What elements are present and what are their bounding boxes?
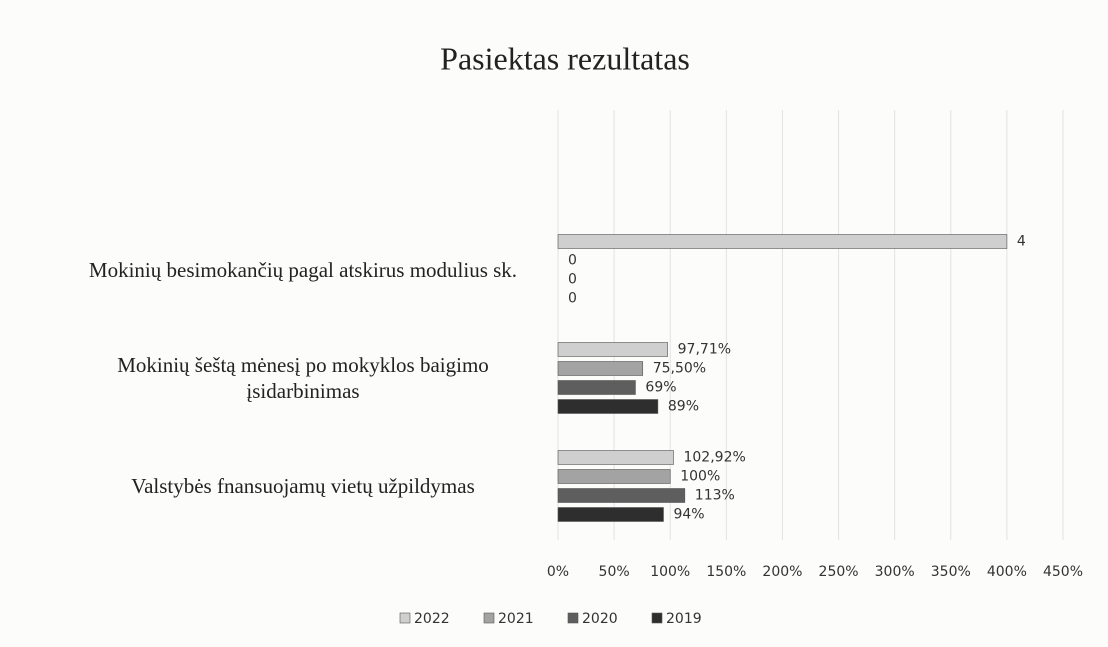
category-label: Valstybės fnansuojamų vietų užpildymas xyxy=(131,474,475,498)
legend-swatch xyxy=(399,612,411,624)
legend-label: 2019 xyxy=(666,611,702,627)
x-tick-label: 350% xyxy=(931,564,971,580)
value-label: 89% xyxy=(668,399,699,415)
x-tick-label: 0% xyxy=(547,564,569,580)
category-label: Mokinių besimokančių pagal atskirus modu… xyxy=(88,258,518,282)
bar xyxy=(557,380,636,395)
chart-title: Pasiektas rezultatas xyxy=(440,40,690,76)
bar xyxy=(557,450,674,465)
legend-label: 2021 xyxy=(498,611,534,627)
bar xyxy=(557,361,644,376)
x-tick-label: 50% xyxy=(599,564,630,580)
value-label: 113% xyxy=(695,488,735,504)
x-tick-label: 150% xyxy=(706,564,746,580)
bar xyxy=(557,342,668,357)
bar xyxy=(557,399,659,414)
value-label: 75,50% xyxy=(653,361,706,377)
value-label: 0 xyxy=(568,253,577,269)
legend-swatch xyxy=(567,612,579,624)
bar xyxy=(557,234,1008,249)
value-label: 0 xyxy=(568,291,577,307)
legend-swatch xyxy=(483,612,495,624)
value-label: 102,92% xyxy=(683,450,745,466)
x-tick-label: 300% xyxy=(875,564,915,580)
bar xyxy=(557,469,671,484)
x-tick-label: 100% xyxy=(650,564,690,580)
value-label: 69% xyxy=(645,380,676,396)
value-label: 0 xyxy=(568,272,577,288)
value-label: 100% xyxy=(680,469,720,485)
legend-label: 2022 xyxy=(414,611,450,627)
legend-label: 2020 xyxy=(582,611,618,627)
value-label: 97,71% xyxy=(678,342,731,358)
value-label: 94% xyxy=(673,507,704,523)
x-tick-label: 450% xyxy=(1043,564,1083,580)
x-tick-label: 200% xyxy=(762,564,802,580)
x-tick-label: 250% xyxy=(819,564,859,580)
legend-swatch xyxy=(651,612,663,624)
x-tick-label: 400% xyxy=(987,564,1027,580)
bar xyxy=(557,507,664,522)
category-label: Mokinių šeštą mėnesį po mokyklos baigimo… xyxy=(117,353,489,403)
value-label: 4 xyxy=(1017,234,1026,250)
bar xyxy=(557,488,686,503)
